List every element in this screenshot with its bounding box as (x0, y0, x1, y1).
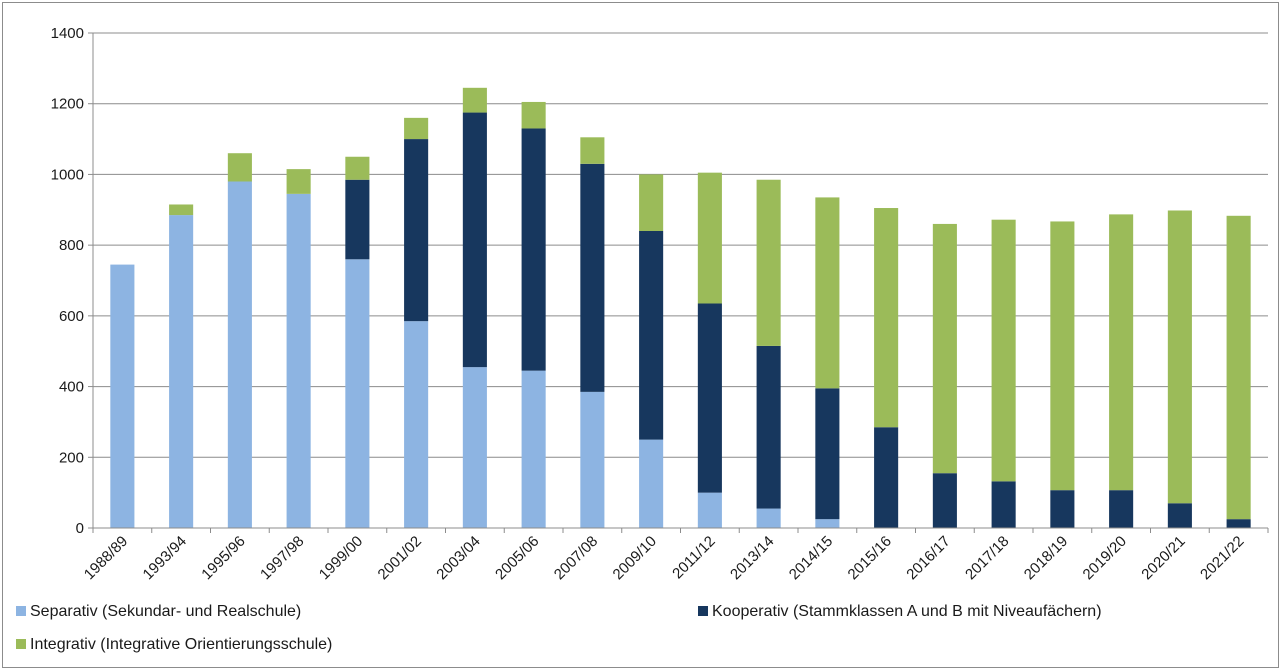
x-tick-label: 2007/08 (551, 533, 601, 583)
y-tick-label: 0 (76, 520, 84, 537)
gridlines (93, 32, 1268, 458)
y-tick-label: 800 (59, 237, 84, 254)
x-tick-label: 2013/14 (727, 533, 777, 583)
bar-segment-kooperativ (580, 163, 605, 392)
x-tick-label: 1995/96 (198, 533, 248, 583)
y-tick-label: 600 (59, 308, 84, 325)
axes (92, 33, 1268, 529)
bar-segment-integrativ (932, 223, 957, 474)
bar-segment-integrativ (580, 137, 605, 164)
x-tick-label: 2017/18 (962, 533, 1012, 583)
bar-segment-integrativ (991, 219, 1016, 482)
bar-segment-integrativ (404, 117, 429, 140)
bar-segment-integrativ (169, 204, 194, 216)
bar-segment-integrativ (521, 101, 546, 129)
x-tick-label: 2003/04 (433, 533, 483, 583)
y-tick-label: 1400 (51, 25, 84, 42)
bar-segment-integrativ (1109, 214, 1134, 491)
x-tick-label: 2014/15 (786, 533, 836, 583)
bar-segment-separativ (756, 508, 781, 528)
y-tick-label: 400 (59, 379, 84, 396)
bar-segment-kooperativ (697, 303, 722, 493)
bar-segment-integrativ (756, 179, 781, 346)
bar-segment-kooperativ (639, 231, 664, 440)
bar-segment-separativ (580, 391, 605, 528)
bar-segment-integrativ (697, 172, 722, 304)
bar-segment-integrativ (639, 174, 664, 231)
bar-segment-kooperativ (404, 139, 429, 322)
bar-segment-separativ (462, 367, 487, 528)
bar-segment-integrativ (227, 153, 252, 182)
x-tick-label: 2009/10 (610, 533, 660, 583)
bar-segment-kooperativ (1050, 490, 1075, 528)
bar-segment-integrativ (874, 208, 899, 428)
y-axis-ticks: 0 200 400 600 800 1000 1200 1400 (51, 25, 93, 537)
legend: Separativ (Sekundar- und Realschule) Koo… (16, 603, 1102, 653)
bar-segment-kooperativ (1167, 503, 1192, 528)
bar-segment-integrativ (1050, 221, 1075, 491)
bar-segment-kooperativ (462, 112, 487, 368)
legend-label-integrativ: Integrativ (Integrative Orientierungssch… (30, 636, 332, 653)
bar-segment-kooperativ (1109, 490, 1134, 528)
x-tick-label: 2018/19 (1021, 533, 1071, 583)
y-tick-label: 1000 (51, 166, 84, 183)
x-tick-label: 2015/16 (845, 533, 895, 583)
x-tick-label: 2011/12 (669, 533, 719, 583)
legend-swatch-integrativ (16, 639, 26, 649)
bar-segment-separativ (227, 181, 252, 528)
bar-segment-integrativ (345, 156, 370, 180)
bar-segment-separativ (345, 259, 370, 528)
x-tick-label: 2001/02 (375, 533, 425, 583)
bar-segment-integrativ (286, 169, 311, 194)
bar-segment-integrativ (1167, 210, 1192, 504)
bar-segment-separativ (110, 264, 135, 528)
y-tick-label: 1200 (51, 96, 84, 113)
bar-segment-separativ (639, 439, 664, 528)
bars (110, 87, 1251, 528)
bar-segment-integrativ (462, 87, 487, 113)
bar-segment-kooperativ (521, 128, 546, 371)
x-tick-label: 1997/98 (257, 533, 307, 583)
bar-segment-separativ (521, 370, 546, 528)
x-tick-label: 1999/00 (316, 533, 366, 583)
legend-label-kooperativ: Kooperativ (Stammklassen A und B mit Niv… (712, 603, 1102, 620)
bar-segment-kooperativ (815, 388, 840, 520)
bar-segment-separativ (697, 492, 722, 528)
x-tick-label: 2020/21 (1138, 533, 1188, 583)
bar-segment-kooperativ (345, 179, 370, 260)
bar-segment-kooperativ (756, 345, 781, 509)
x-tick-label: 2016/17 (903, 533, 953, 583)
bar-segment-kooperativ (1226, 519, 1251, 528)
x-tick-label: 2005/06 (492, 533, 542, 583)
bar-segment-separativ (404, 321, 429, 528)
bar-segment-separativ (286, 193, 311, 528)
x-tick-label: 2021/22 (1197, 533, 1247, 583)
x-axis-ticks: 1988/89 1993/94 1995/96 1997/98 1999/00 2001/… (81, 528, 1269, 583)
bar-segment-separativ (815, 519, 840, 528)
bar-segment-separativ (169, 215, 194, 528)
x-tick-label: 1988/89 (81, 533, 131, 583)
legend-label-separativ: Separativ (Sekundar- und Realschule) (30, 603, 301, 620)
bar-segment-kooperativ (932, 473, 957, 528)
x-tick-label: 1993/94 (140, 533, 190, 583)
bar-segment-kooperativ (874, 427, 899, 528)
bar-segment-integrativ (815, 197, 840, 389)
y-tick-label: 200 (59, 449, 84, 466)
bar-segment-kooperativ (991, 481, 1016, 528)
legend-swatch-separativ (16, 606, 26, 616)
bar-segment-integrativ (1226, 215, 1251, 520)
x-tick-label: 2019/20 (1080, 533, 1130, 583)
legend-swatch-kooperativ (698, 606, 708, 616)
